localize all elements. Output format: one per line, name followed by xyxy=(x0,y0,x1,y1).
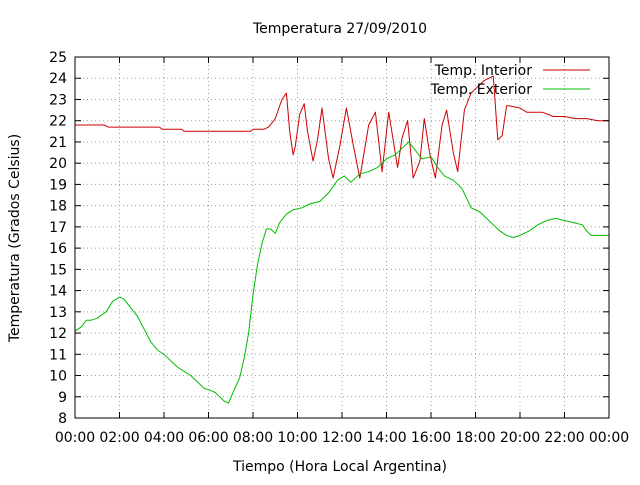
legend-label-temp-exterior: Temp. Exterior xyxy=(430,82,533,98)
y-tick-label: 25 xyxy=(49,50,67,66)
chart-title: Temperatura 27/09/2010 xyxy=(252,21,427,37)
y-tick-label: 16 xyxy=(49,241,67,257)
series-line-temp-interior xyxy=(75,75,609,179)
y-tick-label: 13 xyxy=(49,305,67,321)
grid-layer xyxy=(75,57,609,418)
y-tick-label: 20 xyxy=(49,156,67,172)
y-axis-label: Temperatura (Grados Celsius) xyxy=(7,134,23,343)
y-tick-label: 24 xyxy=(49,71,67,87)
x-tick-label: 14:00 xyxy=(366,430,406,446)
x-axis-label: Tiempo (Hora Local Argentina) xyxy=(232,459,447,475)
y-tick-label: 9 xyxy=(58,390,67,406)
series-line-temp-exterior xyxy=(74,141,609,404)
y-tick-label: 19 xyxy=(49,177,67,193)
x-tick-label: 18:00 xyxy=(455,430,495,446)
x-tick-label: 22:00 xyxy=(544,430,584,446)
y-tick-label: 22 xyxy=(49,114,67,130)
y-tick-label: 8 xyxy=(58,411,67,427)
y-tick-label: 10 xyxy=(49,369,67,385)
series-layer xyxy=(74,75,609,404)
x-tick-label: 04:00 xyxy=(144,430,184,446)
x-tick-label: 02:00 xyxy=(99,430,139,446)
y-tick-label: 21 xyxy=(49,135,67,151)
x-tick-label: 10:00 xyxy=(277,430,317,446)
x-tick-label: 20:00 xyxy=(500,430,540,446)
x-tick-label: 16:00 xyxy=(411,430,451,446)
x-tick-label: 00:00 xyxy=(589,430,629,446)
legend-layer: Temp. Interior Temp. Exterior xyxy=(430,63,590,98)
x-tick-label: 08:00 xyxy=(233,430,273,446)
legend-label-temp-interior: Temp. Interior xyxy=(434,63,533,79)
x-tick-label: 00:00 xyxy=(55,430,95,446)
x-tick-label: 12:00 xyxy=(322,430,362,446)
y-tick-label: 14 xyxy=(49,284,67,300)
y-tick-label: 17 xyxy=(49,220,67,236)
y-tick-label: 15 xyxy=(49,262,67,278)
y-tick-label: 23 xyxy=(49,92,67,108)
x-tick-label: 06:00 xyxy=(188,430,228,446)
y-tick-label: 18 xyxy=(49,199,67,215)
y-tick-label: 11 xyxy=(49,347,67,363)
y-tick-label: 12 xyxy=(49,326,67,342)
